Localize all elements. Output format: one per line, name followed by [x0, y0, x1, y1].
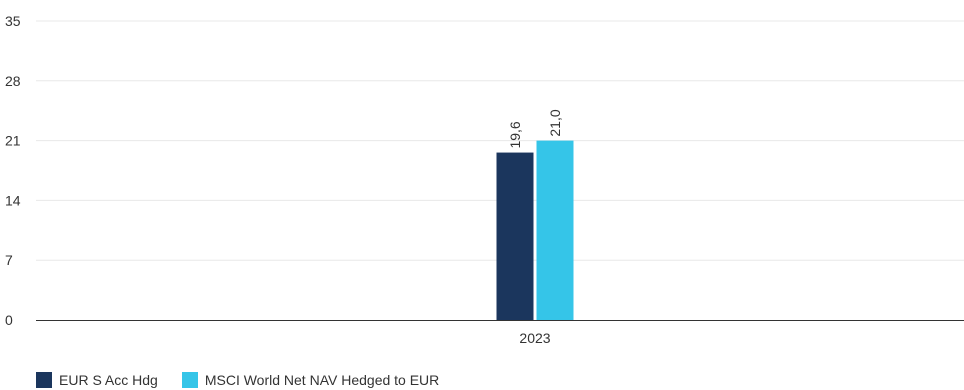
- legend-item-msci-world: MSCI World Net NAV Hedged to EUR: [181, 372, 440, 388]
- y-tick-label: 21: [5, 133, 21, 149]
- y-tick-label: 7: [5, 252, 13, 268]
- y-axis-tick-labels: 0 7 14 21 28 35: [5, 13, 21, 328]
- y-tick-label: 28: [5, 73, 21, 89]
- data-labels: 19,6 21,0: [507, 109, 563, 148]
- x-axis-tick-labels: 2023: [519, 330, 550, 346]
- y-tick-label: 0: [5, 312, 13, 328]
- data-label-eur-s-acc-hdg: 19,6: [507, 121, 523, 148]
- gridlines: [36, 20, 964, 261]
- bar-eur-s-acc-hdg: [496, 152, 534, 320]
- data-label-msci-world-net-nav-hedged-to-eur: 21,0: [547, 109, 563, 136]
- legend-swatch-eur-s-acc-hdg: [36, 372, 52, 388]
- bars: [496, 140, 574, 320]
- y-tick-label: 14: [5, 192, 21, 208]
- y-tick-label: 35: [5, 13, 21, 29]
- legend-label-eur-s-acc-hdg: EUR S Acc Hdg: [59, 372, 158, 388]
- legend-item-eur-s-acc-hdg: EUR S Acc Hdg: [36, 372, 158, 388]
- legend-swatch-msci-world: [181, 372, 198, 388]
- x-tick-label: 2023: [519, 330, 550, 346]
- legend: EUR S Acc Hdg MSCI World Net NAV Hedged …: [36, 372, 463, 388]
- legend-label-msci-world: MSCI World Net NAV Hedged to EUR: [204, 372, 440, 388]
- bar-msci-world-net-nav-hedged-to-eur: [536, 140, 574, 320]
